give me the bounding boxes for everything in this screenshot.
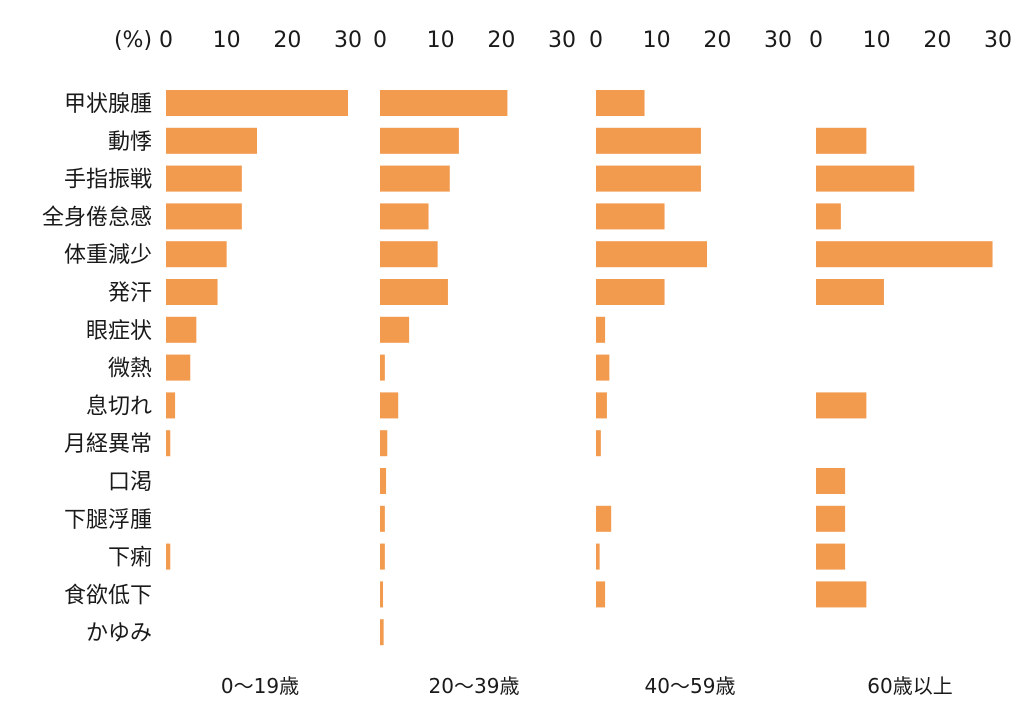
bar	[596, 90, 645, 116]
bar	[380, 619, 384, 646]
x-tick-label: 20	[923, 28, 951, 53]
bar	[596, 279, 665, 305]
series-name: 60歳以上	[867, 674, 952, 698]
category-label: 微熱	[108, 357, 152, 382]
bar	[380, 316, 410, 343]
x-tick-label: 0	[373, 28, 387, 53]
bar	[380, 392, 399, 419]
category-label: 全身倦怠感	[42, 205, 152, 230]
series-panel: 0 10 20 30 20〜39歳	[373, 28, 576, 698]
x-tick-label: 10	[863, 28, 891, 53]
bar	[380, 581, 384, 608]
bar	[596, 543, 600, 570]
bar	[166, 279, 218, 305]
bar	[596, 505, 612, 532]
bar	[816, 581, 867, 608]
bar	[380, 543, 385, 570]
x-tick-label: 0	[159, 28, 173, 53]
bar	[816, 505, 846, 532]
bar	[596, 316, 606, 343]
x-tick-label: 10	[213, 28, 241, 53]
category-label: 食欲低下	[64, 583, 152, 608]
bar	[380, 165, 450, 192]
bar	[380, 127, 459, 154]
bar	[816, 165, 915, 192]
category-label: 月経異常	[64, 432, 152, 457]
bar	[816, 203, 841, 230]
category-label: 眼症状	[86, 319, 152, 344]
bar	[166, 354, 191, 381]
series-panel: 0 10 20 30 0〜19歳	[159, 28, 362, 698]
x-tick-label: 0	[809, 28, 823, 53]
category-label: かゆみ	[86, 621, 152, 646]
bar	[596, 581, 606, 608]
bar	[596, 127, 701, 154]
category-label: 発汗	[108, 281, 152, 306]
x-tick-label: 10	[427, 28, 455, 53]
bar	[596, 354, 610, 381]
bar	[816, 241, 993, 268]
panels: 0 10 20 30 0〜19歳 0 10 20 30 20〜39歳 0 10 20 30 40〜59歳 0 1…	[159, 28, 1012, 698]
x-tick-label: 0	[589, 28, 603, 53]
x-tick-label: 20	[273, 28, 301, 53]
category-label: 口渇	[108, 470, 152, 495]
unit-label: (%)	[114, 28, 152, 53]
bar	[816, 392, 867, 419]
bar	[380, 430, 388, 457]
category-label: 息切れ	[86, 394, 152, 419]
bar	[816, 468, 846, 494]
bar	[380, 505, 385, 532]
bar	[380, 279, 448, 305]
bar	[380, 241, 438, 268]
bar	[166, 316, 197, 343]
x-tick-label: 30	[984, 28, 1012, 53]
series-name: 0〜19歳	[221, 674, 299, 698]
series-name: 40〜59歳	[645, 674, 736, 698]
x-tick-label: 30	[334, 28, 362, 53]
bar	[166, 392, 176, 419]
x-tick-label: 20	[487, 28, 515, 53]
bar	[596, 203, 665, 230]
category-labels: 甲状腺腫動悸手指振戦全身倦怠感体重減少発汗眼症状微熱息切れ月経異常口渇下腿浮腫下…	[42, 92, 152, 646]
category-label: 体重減少	[64, 243, 152, 268]
series-panel: 0 10 20 30 60歳以上	[809, 28, 1012, 698]
bar	[816, 543, 846, 570]
category-label: 下痢	[108, 546, 152, 571]
category-label: 下腿浮腫	[64, 508, 152, 533]
category-label: 動悸	[108, 130, 152, 155]
bar	[596, 241, 708, 268]
bar	[166, 90, 348, 116]
bar	[380, 354, 385, 381]
x-tick-label: 30	[548, 28, 576, 53]
category-label: 甲状腺腫	[64, 92, 152, 117]
bar	[166, 165, 242, 192]
bar	[596, 430, 601, 457]
bar	[166, 241, 227, 268]
x-tick-label: 30	[764, 28, 792, 53]
bar	[166, 203, 242, 230]
bar	[816, 279, 884, 305]
series-name: 20〜39歳	[429, 674, 520, 698]
x-tick-label: 20	[703, 28, 731, 53]
bar	[166, 543, 171, 570]
category-label: 手指振戦	[64, 168, 152, 193]
bar	[380, 203, 429, 230]
bar	[166, 430, 171, 457]
bar	[596, 165, 701, 192]
bar	[166, 127, 257, 154]
bar	[380, 468, 387, 494]
bar	[816, 127, 867, 154]
bar	[596, 392, 607, 419]
x-tick-label: 10	[643, 28, 671, 53]
series-panel: 0 10 20 30 40〜59歳	[589, 28, 792, 698]
bar	[380, 90, 508, 116]
